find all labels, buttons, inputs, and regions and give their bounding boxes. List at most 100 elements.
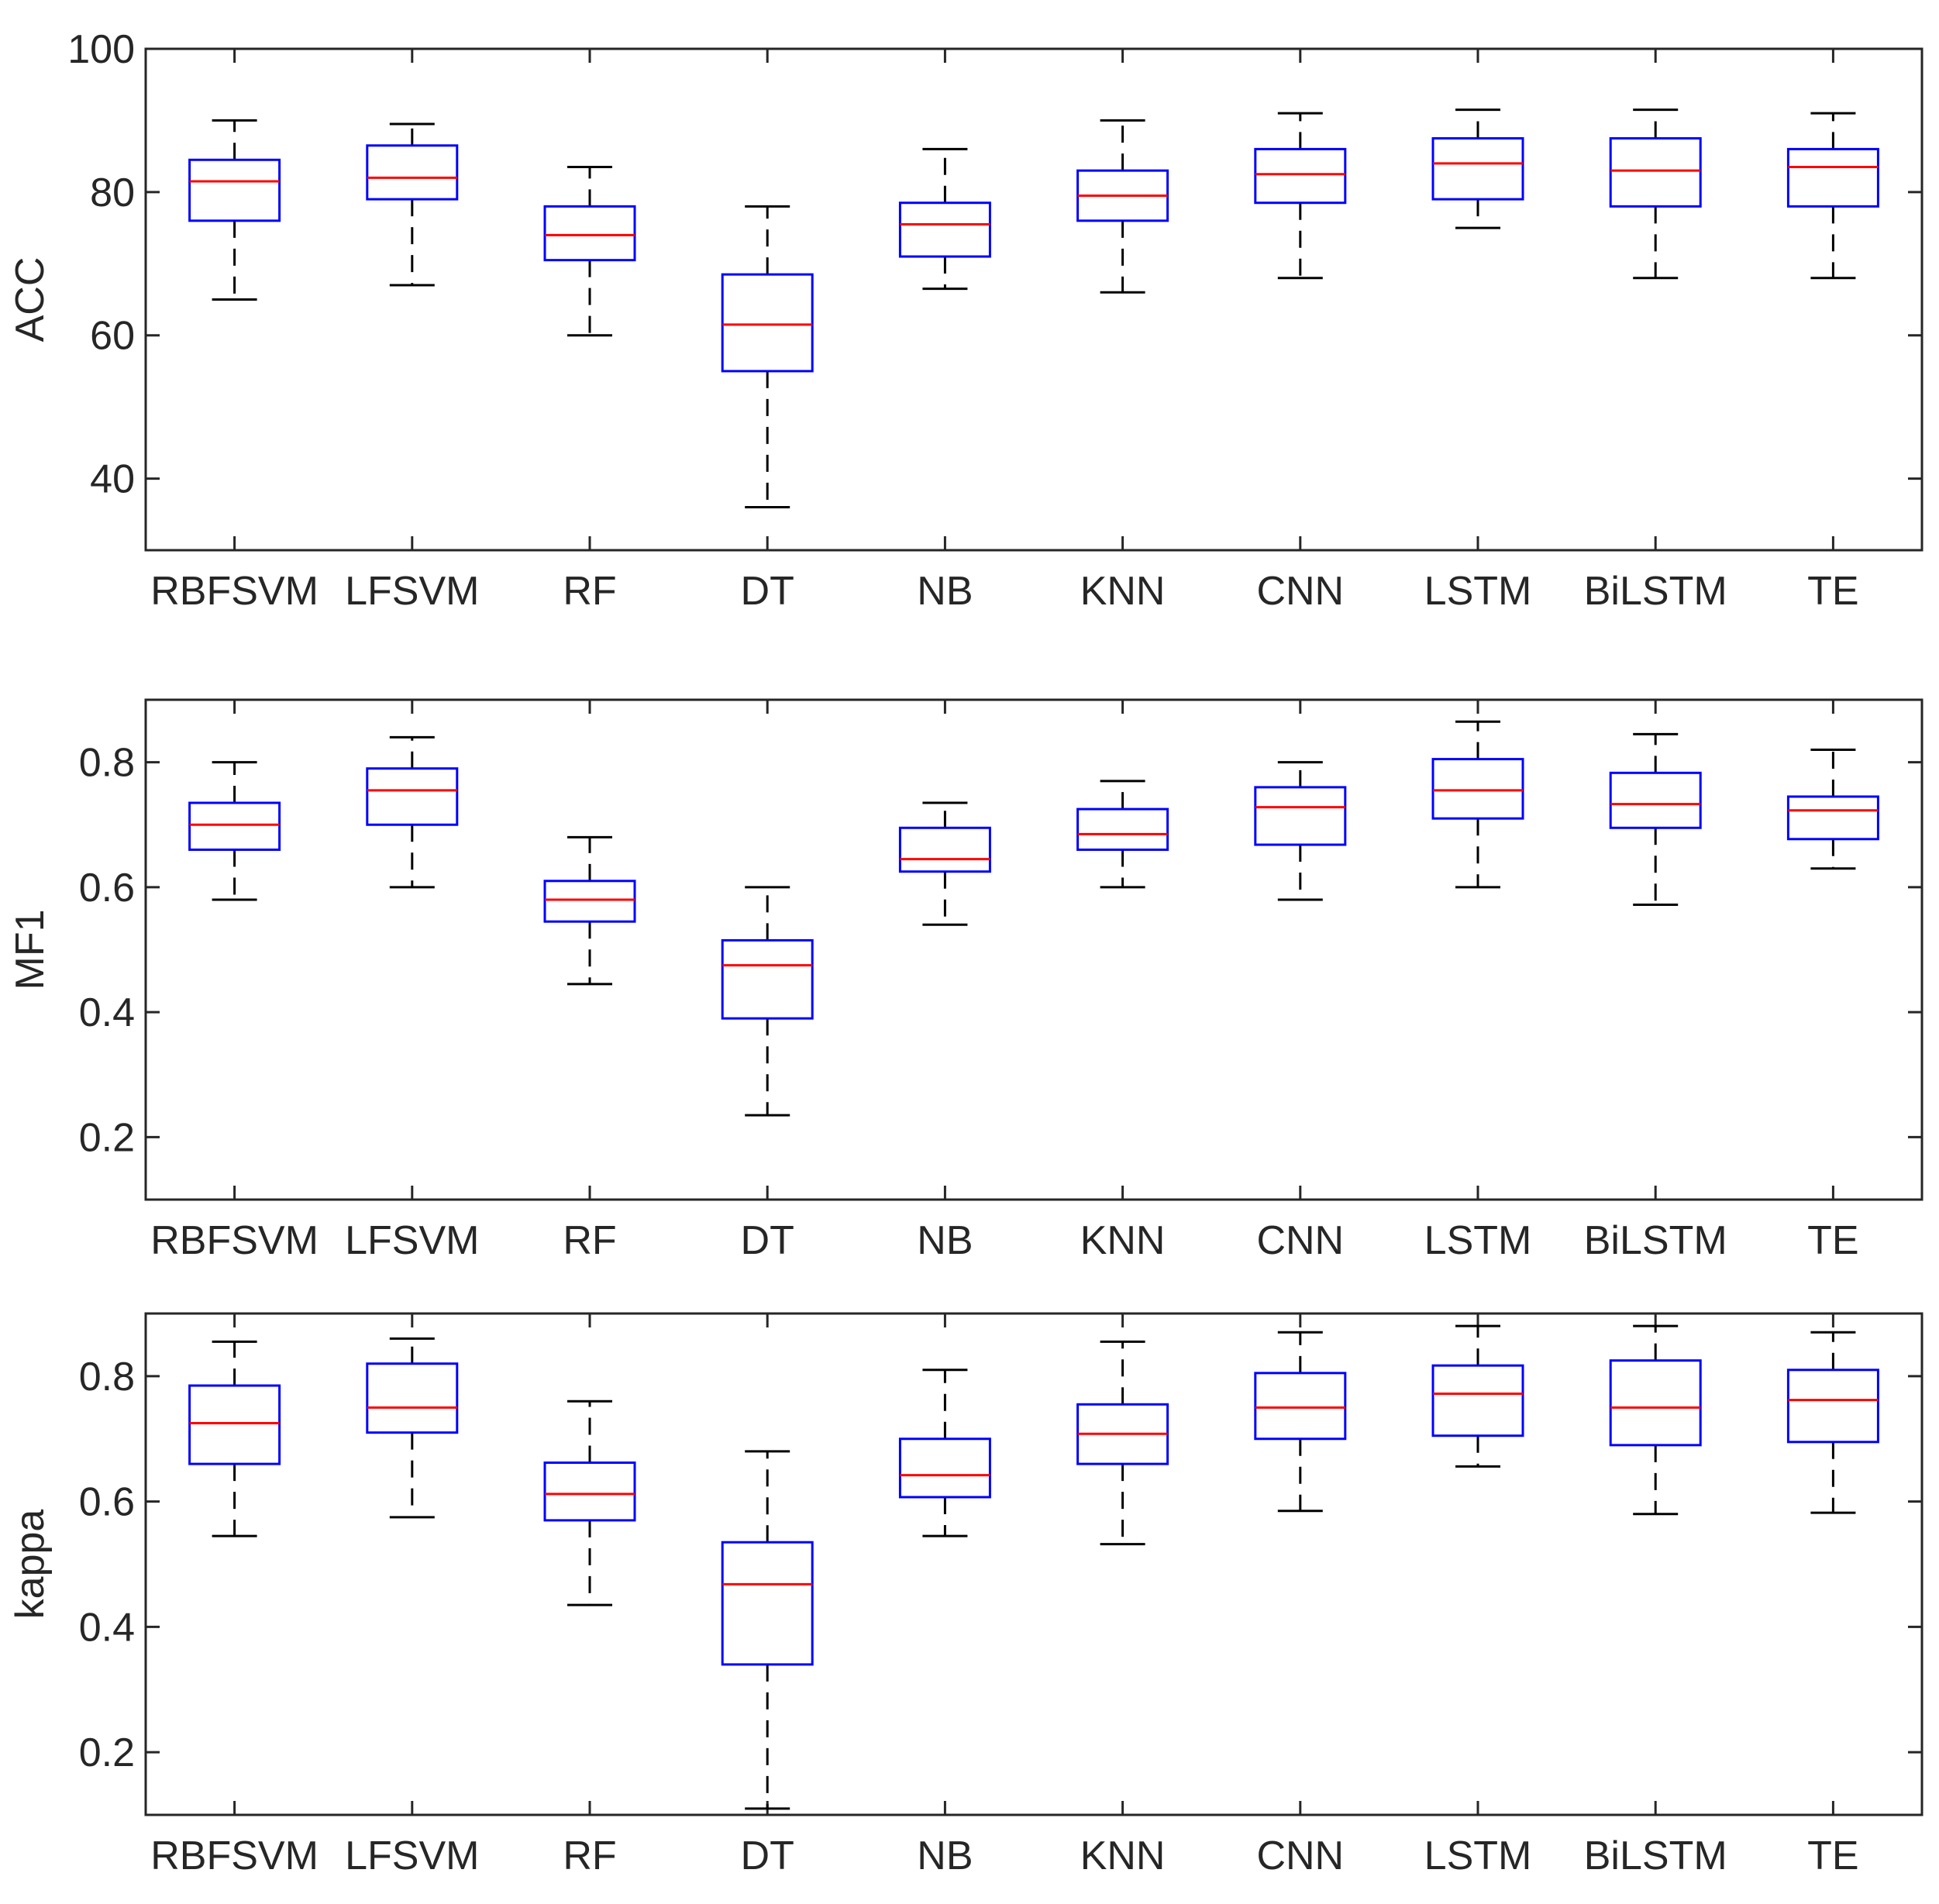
- x-tick-label-cnn: CNN: [1256, 569, 1344, 614]
- iqr-box: [721, 1541, 814, 1666]
- iqr-box: [1254, 147, 1347, 205]
- x-tick-label-te: TE: [1807, 1833, 1858, 1878]
- iqr-box: [188, 158, 281, 222]
- box-dt: [721, 1450, 814, 1810]
- box-cnn: [1254, 112, 1347, 280]
- x-tick-label-nb: NB: [917, 1218, 973, 1263]
- box-lstm: [1431, 720, 1524, 889]
- y-axis-title: ACC: [8, 257, 53, 343]
- y-tick-label: 0.8: [79, 741, 135, 786]
- iqr-box: [1431, 1364, 1524, 1437]
- y-tick-label: 0.2: [79, 1730, 135, 1775]
- iqr-box: [543, 205, 636, 262]
- box-cnn: [1254, 1331, 1347, 1513]
- box-lfsvm: [366, 735, 459, 889]
- x-tick-label-bilstm: BiLSTM: [1584, 1218, 1727, 1263]
- x-tick-label-cnn: CNN: [1256, 1218, 1344, 1263]
- iqr-box: [366, 767, 459, 826]
- y-axis-title: MF1: [8, 910, 53, 990]
- y-tick-label: 0.6: [79, 866, 135, 911]
- box-lfsvm: [366, 1337, 459, 1519]
- iqr-box: [1431, 758, 1524, 820]
- box-te: [1786, 1331, 1879, 1514]
- iqr-box: [366, 144, 459, 201]
- iqr-box: [188, 1384, 281, 1465]
- box-knn: [1076, 780, 1169, 889]
- x-tick-label-rf: RF: [563, 1833, 616, 1878]
- panel-kappa: 0.2 0.4 0.6 0.8 kappa RBFSVM LFSVM RF DT NB KNN CNN…: [8, 1312, 1924, 1878]
- box-rbfsvm: [188, 761, 281, 901]
- box-nb: [898, 801, 991, 926]
- x-tick-label-lfsvm: LFSVM: [345, 1218, 479, 1263]
- x-tick-label-knn: KNN: [1080, 1833, 1166, 1878]
- iqr-box: [1609, 137, 1702, 208]
- iqr-box: [721, 938, 814, 1020]
- x-tick-label-te: TE: [1807, 569, 1858, 614]
- axes-frame: [144, 698, 1924, 1201]
- x-tick-label-nb: NB: [917, 569, 973, 614]
- box-rbfsvm: [188, 1340, 281, 1537]
- iqr-box: [1076, 807, 1169, 851]
- iqr-box: [366, 1362, 459, 1434]
- iqr-box: [1431, 137, 1524, 201]
- y-axis-title: kappa: [8, 1510, 53, 1620]
- box-lstm: [1431, 108, 1524, 229]
- axes-frame: [144, 1312, 1924, 1816]
- x-tick-label-rf: RF: [563, 1218, 616, 1263]
- box-knn: [1076, 119, 1169, 294]
- y-tick-label: 0.2: [79, 1115, 135, 1160]
- panel-acc: 40 60 80 100 ACC RBFSVM LFSVM RF DT NB KNN CNN LSTM B…: [8, 27, 1924, 614]
- x-tick-label-lfsvm: LFSVM: [345, 569, 479, 614]
- iqr-box: [543, 1461, 636, 1522]
- box-rf: [543, 166, 636, 337]
- x-tick-label-bilstm: BiLSTM: [1584, 569, 1727, 614]
- axes-frame: [144, 47, 1924, 552]
- x-tick-label-te: TE: [1807, 1218, 1858, 1263]
- box-nb: [898, 147, 991, 291]
- box-te: [1786, 749, 1879, 870]
- x-tick-label-lstm: LSTM: [1424, 1833, 1532, 1878]
- iqr-box: [721, 273, 814, 373]
- iqr-box: [1254, 1372, 1347, 1441]
- iqr-box: [1254, 786, 1347, 846]
- x-tick-label-knn: KNN: [1080, 569, 1166, 614]
- iqr-box: [188, 801, 281, 851]
- y-tick-label: 60: [90, 314, 135, 359]
- panel-mf1: 0.2 0.4 0.6 0.8 MF1 RBFSVM LFSVM RF DT NB KNN CNN LS…: [8, 698, 1924, 1263]
- x-tick-label-lfsvm: LFSVM: [345, 1833, 479, 1878]
- box-bilstm: [1609, 732, 1702, 906]
- box-cnn: [1254, 761, 1347, 901]
- iqr-box: [1786, 147, 1879, 208]
- box-dt: [721, 205, 814, 509]
- x-tick-label-rbfsvm: RBFSVM: [150, 569, 319, 614]
- iqr-box: [1609, 1359, 1702, 1447]
- x-tick-label-rbfsvm: RBFSVM: [150, 1218, 319, 1263]
- box-nb: [898, 1369, 991, 1537]
- x-tick-label-cnn: CNN: [1256, 1833, 1344, 1878]
- iqr-box: [1786, 795, 1879, 841]
- iqr-box: [898, 201, 991, 258]
- box-lfsvm: [366, 122, 459, 287]
- box-rf: [543, 835, 636, 986]
- y-tick-label: 0.4: [79, 990, 135, 1035]
- x-tick-label-rf: RF: [563, 569, 616, 614]
- box-bilstm: [1609, 108, 1702, 280]
- iqr-box: [898, 1437, 991, 1499]
- y-tick-label: 0.4: [79, 1605, 135, 1650]
- iqr-box: [543, 880, 636, 923]
- box-te: [1786, 112, 1879, 280]
- y-tick-label: 80: [90, 170, 135, 215]
- y-tick-label: 40: [90, 457, 135, 502]
- x-tick-label-rbfsvm: RBFSVM: [150, 1833, 319, 1878]
- box-lstm: [1431, 1324, 1524, 1468]
- x-tick-label-lstm: LSTM: [1424, 569, 1532, 614]
- box-knn: [1076, 1340, 1169, 1546]
- x-tick-label-lstm: LSTM: [1424, 1218, 1532, 1263]
- iqr-box: [898, 826, 991, 873]
- x-tick-label-dt: DT: [741, 1833, 794, 1878]
- x-tick-label-dt: DT: [741, 1218, 794, 1263]
- x-tick-label-nb: NB: [917, 1833, 973, 1878]
- iqr-box: [1609, 771, 1702, 829]
- iqr-box: [1786, 1369, 1879, 1444]
